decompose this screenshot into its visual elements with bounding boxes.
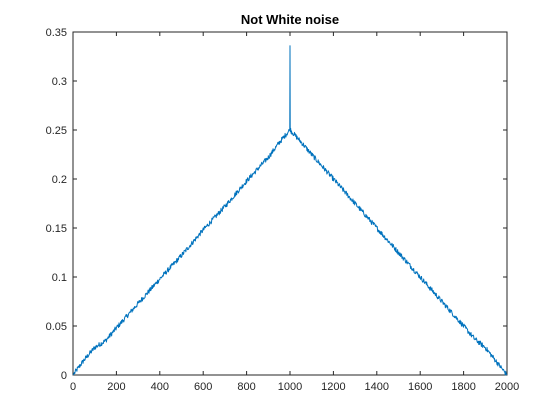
x-tick-label: 0 <box>70 381 76 393</box>
x-tick-label: 600 <box>194 381 212 393</box>
x-tick-label: 1800 <box>451 381 475 393</box>
y-tick-label: 0 <box>61 370 67 382</box>
axes: 0 200 400 600 800 1000 1200 1400 1600 1800 2000 0 0.… <box>46 27 520 393</box>
x-tick-label: 200 <box>107 381 125 393</box>
x-tick-label: 1000 <box>278 381 302 393</box>
x-tick-label: 2000 <box>495 381 519 393</box>
y-tick-label: 0.35 <box>46 27 67 39</box>
x-tick-label: 400 <box>151 381 169 393</box>
x-tick-label: 1400 <box>365 381 389 393</box>
chart-title: Not White noise <box>241 12 339 27</box>
y-tick-label: 0.15 <box>46 223 67 235</box>
y-tick-label: 0.2 <box>52 174 67 186</box>
series-line <box>72 45 508 376</box>
y-tick-label: 0.3 <box>52 76 67 88</box>
plot-area <box>72 45 508 376</box>
x-tick-label: 800 <box>237 381 255 393</box>
y-tick-label: 0.1 <box>52 272 67 284</box>
x-tick-label: 1200 <box>321 381 345 393</box>
x-tick-label: 1600 <box>408 381 432 393</box>
y-tick-label: 0.05 <box>46 321 67 333</box>
y-tick-label: 0.25 <box>46 125 67 137</box>
